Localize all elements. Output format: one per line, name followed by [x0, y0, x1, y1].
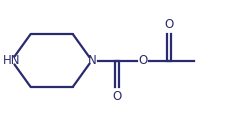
Text: O: O — [164, 18, 173, 31]
Text: O: O — [138, 54, 148, 67]
Text: N: N — [88, 54, 96, 67]
Text: O: O — [113, 90, 122, 103]
Text: HN: HN — [3, 54, 20, 67]
